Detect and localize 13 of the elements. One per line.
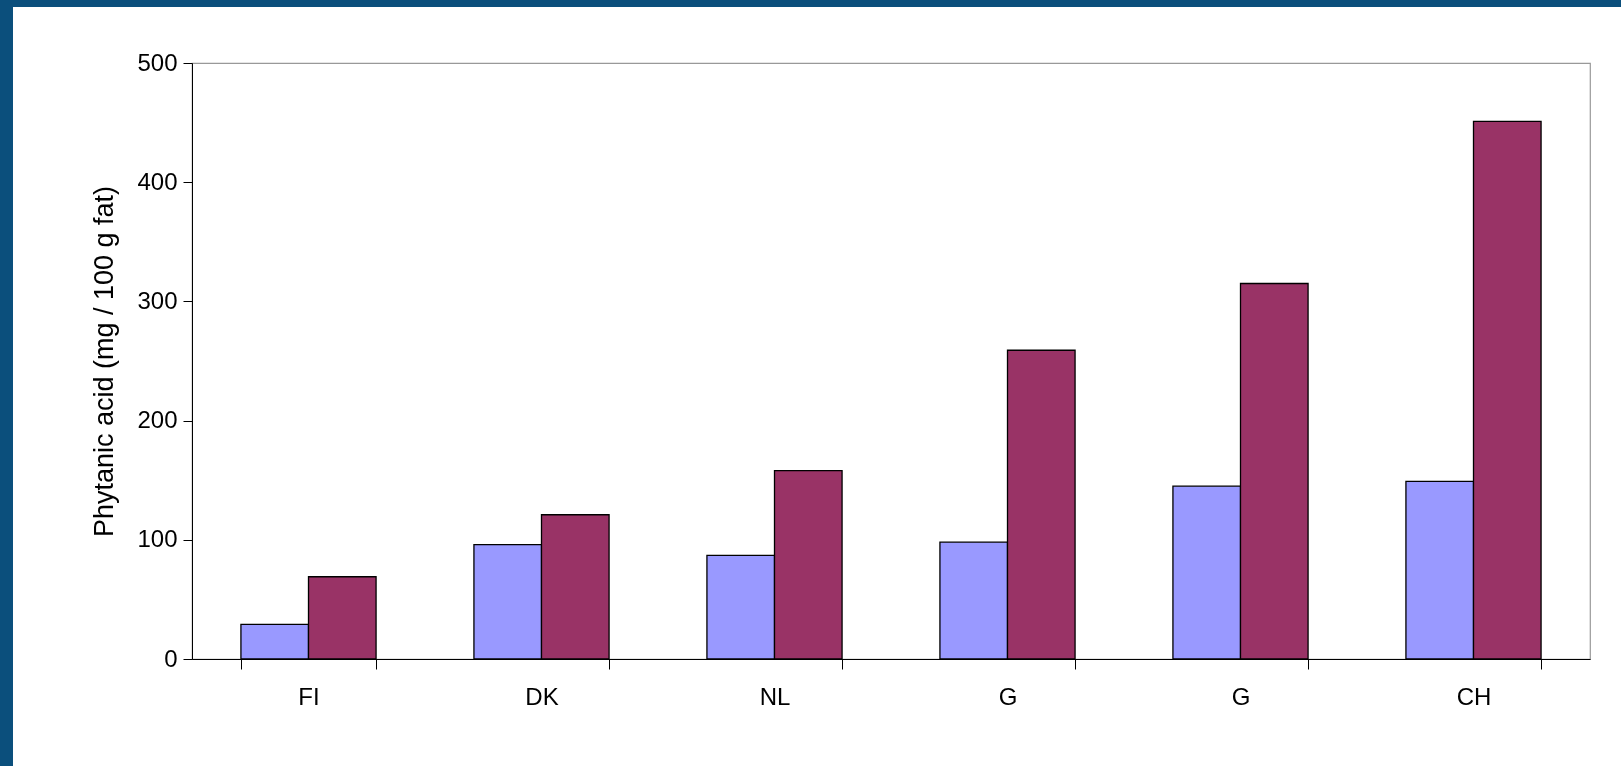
y-tick-label: 400 [137,167,178,195]
x-tick-label: CH [1456,682,1492,710]
y-axis-title: Phytanic acid (mg / 100 g fat) [89,185,120,538]
y-tick-label: 100 [137,525,178,553]
x-tick-label: FI [298,682,320,710]
x-tick-label: DK [525,682,559,710]
y-tick-label: 0 [164,644,178,672]
y-tick-label: 200 [137,406,178,434]
x-tick-label: G [1231,682,1251,710]
y-tick-label: 300 [137,286,178,314]
x-tick-label: G [998,682,1018,710]
x-tick-label: NL [759,682,791,710]
y-tick-label: 500 [137,48,178,76]
